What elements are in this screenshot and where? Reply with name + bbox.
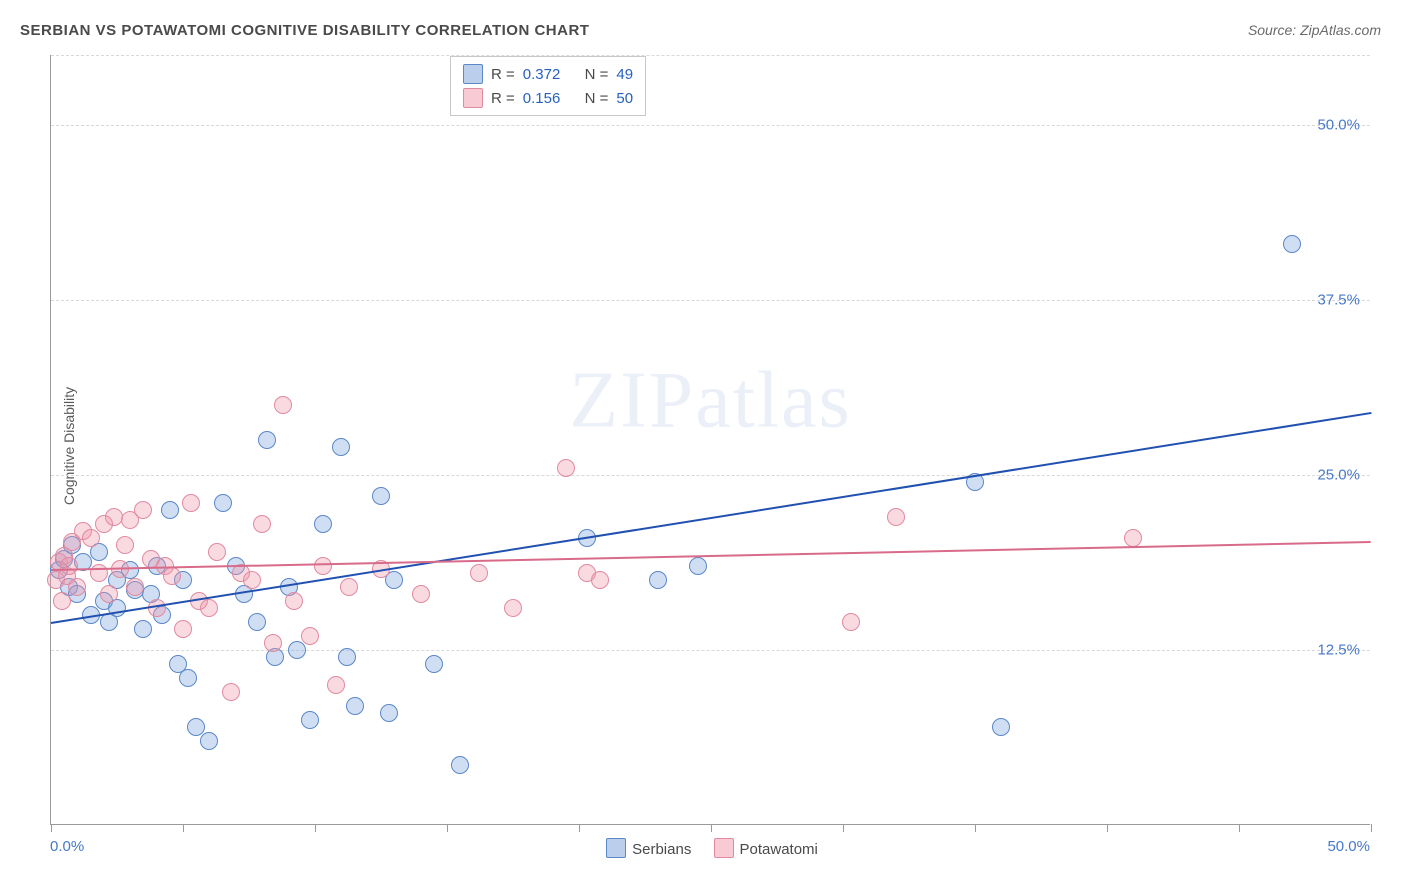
data-point-serbians — [649, 571, 667, 589]
swatch-potawatomi-icon — [463, 88, 483, 108]
y-tick-label: 37.5% — [1317, 292, 1360, 309]
r-label: R = — [491, 66, 515, 83]
gridline — [51, 650, 1370, 651]
series-legend: Serbians Potawatomi — [0, 838, 1406, 858]
data-point-potawatomi — [174, 620, 192, 638]
n-value-potawatomi: 50 — [616, 90, 633, 107]
data-point-potawatomi — [842, 613, 860, 631]
data-point-potawatomi — [264, 634, 282, 652]
swatch-potawatomi-icon — [714, 838, 734, 858]
data-point-potawatomi — [253, 515, 271, 533]
y-tick-label: 25.0% — [1317, 467, 1360, 484]
data-point-serbians — [1283, 235, 1301, 253]
source-label: Source: — [1248, 22, 1300, 38]
data-point-potawatomi — [134, 501, 152, 519]
legend-label-serbians: Serbians — [632, 841, 691, 858]
data-point-potawatomi — [327, 676, 345, 694]
data-point-serbians — [169, 655, 187, 673]
legend-label-potawatomi: Potawatomi — [740, 841, 818, 858]
data-point-serbians — [314, 515, 332, 533]
data-point-serbians — [214, 494, 232, 512]
r-value-potawatomi: 0.156 — [523, 90, 561, 107]
x-tick — [1107, 824, 1108, 832]
data-point-serbians — [992, 718, 1010, 736]
data-point-potawatomi — [116, 536, 134, 554]
data-point-potawatomi — [1124, 529, 1142, 547]
correlation-legend: R = 0.372 N = 49 R = 0.156 N = 50 — [450, 56, 646, 116]
r-value-serbians: 0.372 — [523, 66, 561, 83]
swatch-serbians-icon — [463, 64, 483, 84]
trend-line-serbians — [51, 412, 1371, 624]
data-point-potawatomi — [285, 592, 303, 610]
data-point-potawatomi — [68, 578, 86, 596]
data-point-potawatomi — [222, 683, 240, 701]
gridline — [51, 475, 1370, 476]
x-tick — [711, 824, 712, 832]
data-point-serbians — [332, 438, 350, 456]
r-label: R = — [491, 90, 515, 107]
n-label: N = — [585, 90, 609, 107]
data-point-potawatomi — [340, 578, 358, 596]
watermark-text: ZIPatlas — [569, 356, 852, 447]
data-point-serbians — [372, 487, 390, 505]
data-point-potawatomi — [126, 578, 144, 596]
data-point-serbians — [248, 613, 266, 631]
gridline — [51, 55, 1370, 56]
data-point-potawatomi — [53, 592, 71, 610]
data-point-potawatomi — [100, 585, 118, 603]
data-point-potawatomi — [200, 599, 218, 617]
x-tick — [843, 824, 844, 832]
data-point-serbians — [451, 756, 469, 774]
gridline — [51, 300, 1370, 301]
n-value-serbians: 49 — [616, 66, 633, 83]
data-point-potawatomi — [274, 396, 292, 414]
data-point-potawatomi — [470, 564, 488, 582]
swatch-serbians-icon — [606, 838, 626, 858]
data-point-serbians — [338, 648, 356, 666]
data-point-serbians — [346, 697, 364, 715]
legend-row-potawatomi: R = 0.156 N = 50 — [463, 86, 633, 110]
gridline — [51, 125, 1370, 126]
data-point-potawatomi — [557, 459, 575, 477]
data-point-potawatomi — [243, 571, 261, 589]
data-point-potawatomi — [591, 571, 609, 589]
data-point-potawatomi — [887, 508, 905, 526]
x-tick — [1239, 824, 1240, 832]
scatter-plot-area: ZIPatlas 12.5% 25.0% 37.5% 50.0% — [50, 55, 1370, 825]
x-tick — [51, 824, 52, 832]
x-tick — [975, 824, 976, 832]
n-label: N = — [585, 66, 609, 83]
data-point-serbians — [425, 655, 443, 673]
data-point-serbians — [161, 501, 179, 519]
x-tick — [315, 824, 316, 832]
data-point-potawatomi — [163, 567, 181, 585]
data-point-serbians — [200, 732, 218, 750]
data-point-potawatomi — [504, 599, 522, 617]
y-tick-label: 50.0% — [1317, 117, 1360, 134]
data-point-potawatomi — [301, 627, 319, 645]
data-point-potawatomi — [208, 543, 226, 561]
data-point-serbians — [134, 620, 152, 638]
data-point-potawatomi — [60, 557, 78, 575]
data-point-serbians — [258, 431, 276, 449]
data-point-potawatomi — [314, 557, 332, 575]
y-tick-label: 12.5% — [1317, 642, 1360, 659]
x-tick — [183, 824, 184, 832]
data-point-potawatomi — [82, 529, 100, 547]
data-point-serbians — [288, 641, 306, 659]
data-point-potawatomi — [182, 494, 200, 512]
data-point-serbians — [689, 557, 707, 575]
chart-title: SERBIAN VS POTAWATOMI COGNITIVE DISABILI… — [20, 22, 589, 39]
data-point-serbians — [301, 711, 319, 729]
legend-row-serbians: R = 0.372 N = 49 — [463, 62, 633, 86]
source-value: ZipAtlas.com — [1300, 22, 1381, 38]
data-point-potawatomi — [90, 564, 108, 582]
data-point-potawatomi — [412, 585, 430, 603]
x-tick — [447, 824, 448, 832]
data-point-serbians — [380, 704, 398, 722]
x-tick — [1371, 824, 1372, 832]
x-tick — [579, 824, 580, 832]
trend-line-potawatomi — [51, 541, 1371, 571]
source-attribution: Source: ZipAtlas.com — [1248, 22, 1381, 38]
